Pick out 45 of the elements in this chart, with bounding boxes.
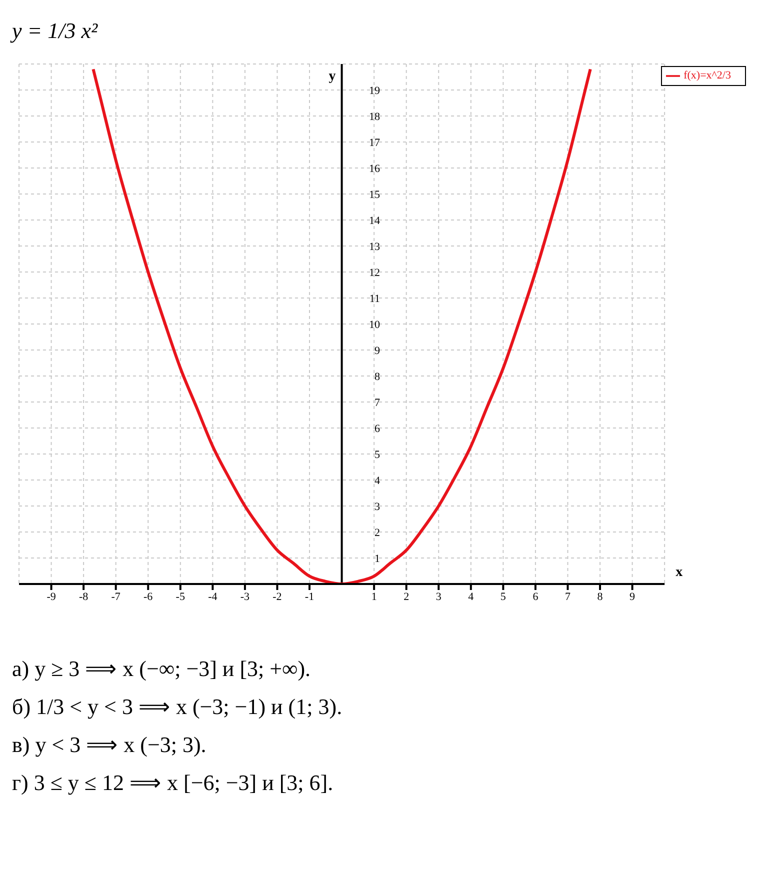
- y-tick-label: 3: [374, 501, 380, 513]
- x-tick-label: 7: [564, 590, 571, 603]
- x-tick-label: 6: [532, 590, 539, 603]
- y-tick-label: 12: [369, 267, 380, 279]
- y-tick-label: 2: [374, 527, 380, 539]
- y-tick-label: 7: [374, 397, 380, 409]
- y-tick-label: 15: [369, 189, 380, 201]
- y-tick-label: 9: [374, 345, 380, 357]
- x-tick-label: 3: [436, 590, 442, 603]
- x-tick-label: -8: [78, 590, 89, 603]
- x-tick-label: 2: [404, 590, 410, 603]
- x-tick-label: 8: [597, 590, 604, 603]
- legend-label: f(x)=x^2/3: [684, 70, 731, 82]
- y-tick-label: 17: [369, 137, 380, 149]
- y-tick-label: 14: [369, 215, 380, 227]
- line-series: [92, 68, 592, 584]
- y-tick-label: 11: [369, 293, 380, 305]
- y-tick-label: 16: [369, 163, 380, 175]
- y-axis-title: y: [328, 68, 336, 84]
- y-tick-label: 10: [369, 319, 380, 331]
- x-tick-label: -5: [176, 590, 186, 603]
- text: а) y ≥ 3 ⟹ x (−∞; −3] и [3; +∞).: [12, 656, 312, 682]
- x-tick-label: -9: [46, 590, 56, 603]
- x-tick-label: -7: [111, 590, 121, 603]
- x-tick-label: -3: [240, 590, 250, 603]
- x-tick-label: -1: [304, 590, 314, 603]
- y-tick-label: 6: [374, 423, 380, 435]
- x-axis-title: x: [676, 564, 683, 580]
- x-tick-label: -6: [144, 590, 154, 603]
- y-tick-label: 4: [374, 475, 380, 487]
- x-tick-label: -2: [272, 590, 282, 603]
- y-tick-label: 19: [369, 85, 380, 97]
- x-tick-label: 5: [500, 590, 506, 603]
- text: б) 1/3 < y < 3 ⟹ x (−3; −1) и (1; 3).: [12, 694, 344, 720]
- chart-title: y = 1/3 x²: [9, 17, 99, 44]
- x-tick-label: 9: [630, 590, 636, 603]
- y-tick-label: 1: [374, 553, 380, 565]
- y-tick-label: 8: [374, 371, 380, 383]
- y-tick-label: 5: [374, 449, 380, 461]
- y-tick-label: 18: [369, 111, 380, 123]
- text: г) 3 ≤ y ≤ 12 ⟹ x [−6; −3] и [3; 6].: [12, 770, 334, 796]
- text: в) y < 3 ⟹ x (−3; 3).: [12, 732, 208, 758]
- x-tick-label: -4: [208, 590, 218, 603]
- x-tick-label: 4: [468, 590, 474, 603]
- y-tick-label: 13: [369, 241, 380, 253]
